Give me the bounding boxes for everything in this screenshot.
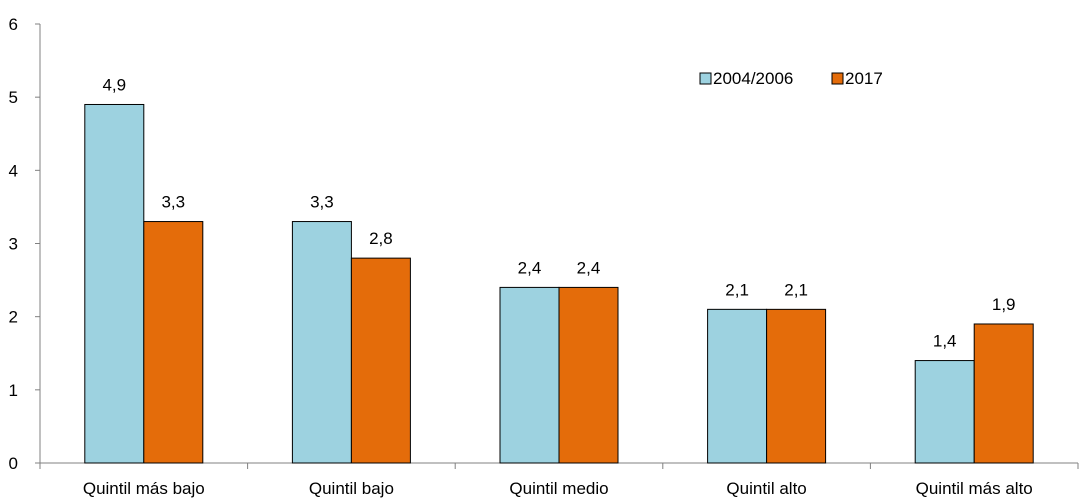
legend-swatch: [699, 72, 712, 85]
legend: 2004/2006 2017: [699, 69, 883, 88]
data-label: 2,4: [577, 258, 601, 277]
data-label: 4,9: [102, 75, 126, 94]
x-category-label: Quintil alto: [726, 479, 806, 498]
bar-series2: [143, 221, 204, 464]
data-label: 1,4: [933, 332, 957, 351]
x-category-label: Quintil más bajo: [83, 479, 205, 498]
data-label: 2,1: [725, 280, 749, 299]
legend-label: 2004/2006: [713, 69, 793, 88]
data-label: 3,3: [310, 193, 334, 212]
bar-series2: [350, 257, 411, 464]
y-tick-label: 1: [9, 381, 18, 400]
data-label: 2,1: [784, 280, 808, 299]
data-label: 2,4: [518, 258, 542, 277]
bar-series2: [558, 286, 619, 464]
legend-label: 2017: [845, 69, 883, 88]
y-tick-label: 3: [9, 235, 18, 254]
x-category-label: Quintil más alto: [916, 479, 1033, 498]
x-category-label: Quintil medio: [509, 479, 608, 498]
data-labels: 4,9 3,3 3,3 2,8 2,4 2,4 2,1 2,1 1,4 1,9: [102, 75, 1015, 350]
y-tick-label: 6: [9, 15, 18, 34]
bar-series1: [914, 360, 975, 464]
y-tick-label: 5: [9, 88, 18, 107]
bar-series1: [707, 308, 768, 464]
bar-series2: [973, 323, 1034, 464]
data-label: 1,9: [992, 295, 1016, 314]
y-tick-label: 0: [9, 454, 18, 473]
x-axis: Quintil más bajo Quintil bajo Quintil medi…: [39, 462, 1079, 498]
y-tick-label: 2: [9, 308, 18, 327]
data-label: 3,3: [161, 193, 185, 212]
bars: [84, 103, 1034, 464]
legend-swatch: [831, 72, 844, 85]
x-category-label: Quintil bajo: [309, 479, 394, 498]
bar-series1: [291, 221, 352, 464]
y-tick-label: 4: [9, 161, 18, 180]
bar-series2: [766, 308, 827, 464]
bar-series1: [84, 103, 145, 464]
bar-series1: [499, 286, 560, 464]
y-axis: 0 1 2 3 4 5 6: [9, 15, 41, 473]
data-label: 2,8: [369, 229, 393, 248]
